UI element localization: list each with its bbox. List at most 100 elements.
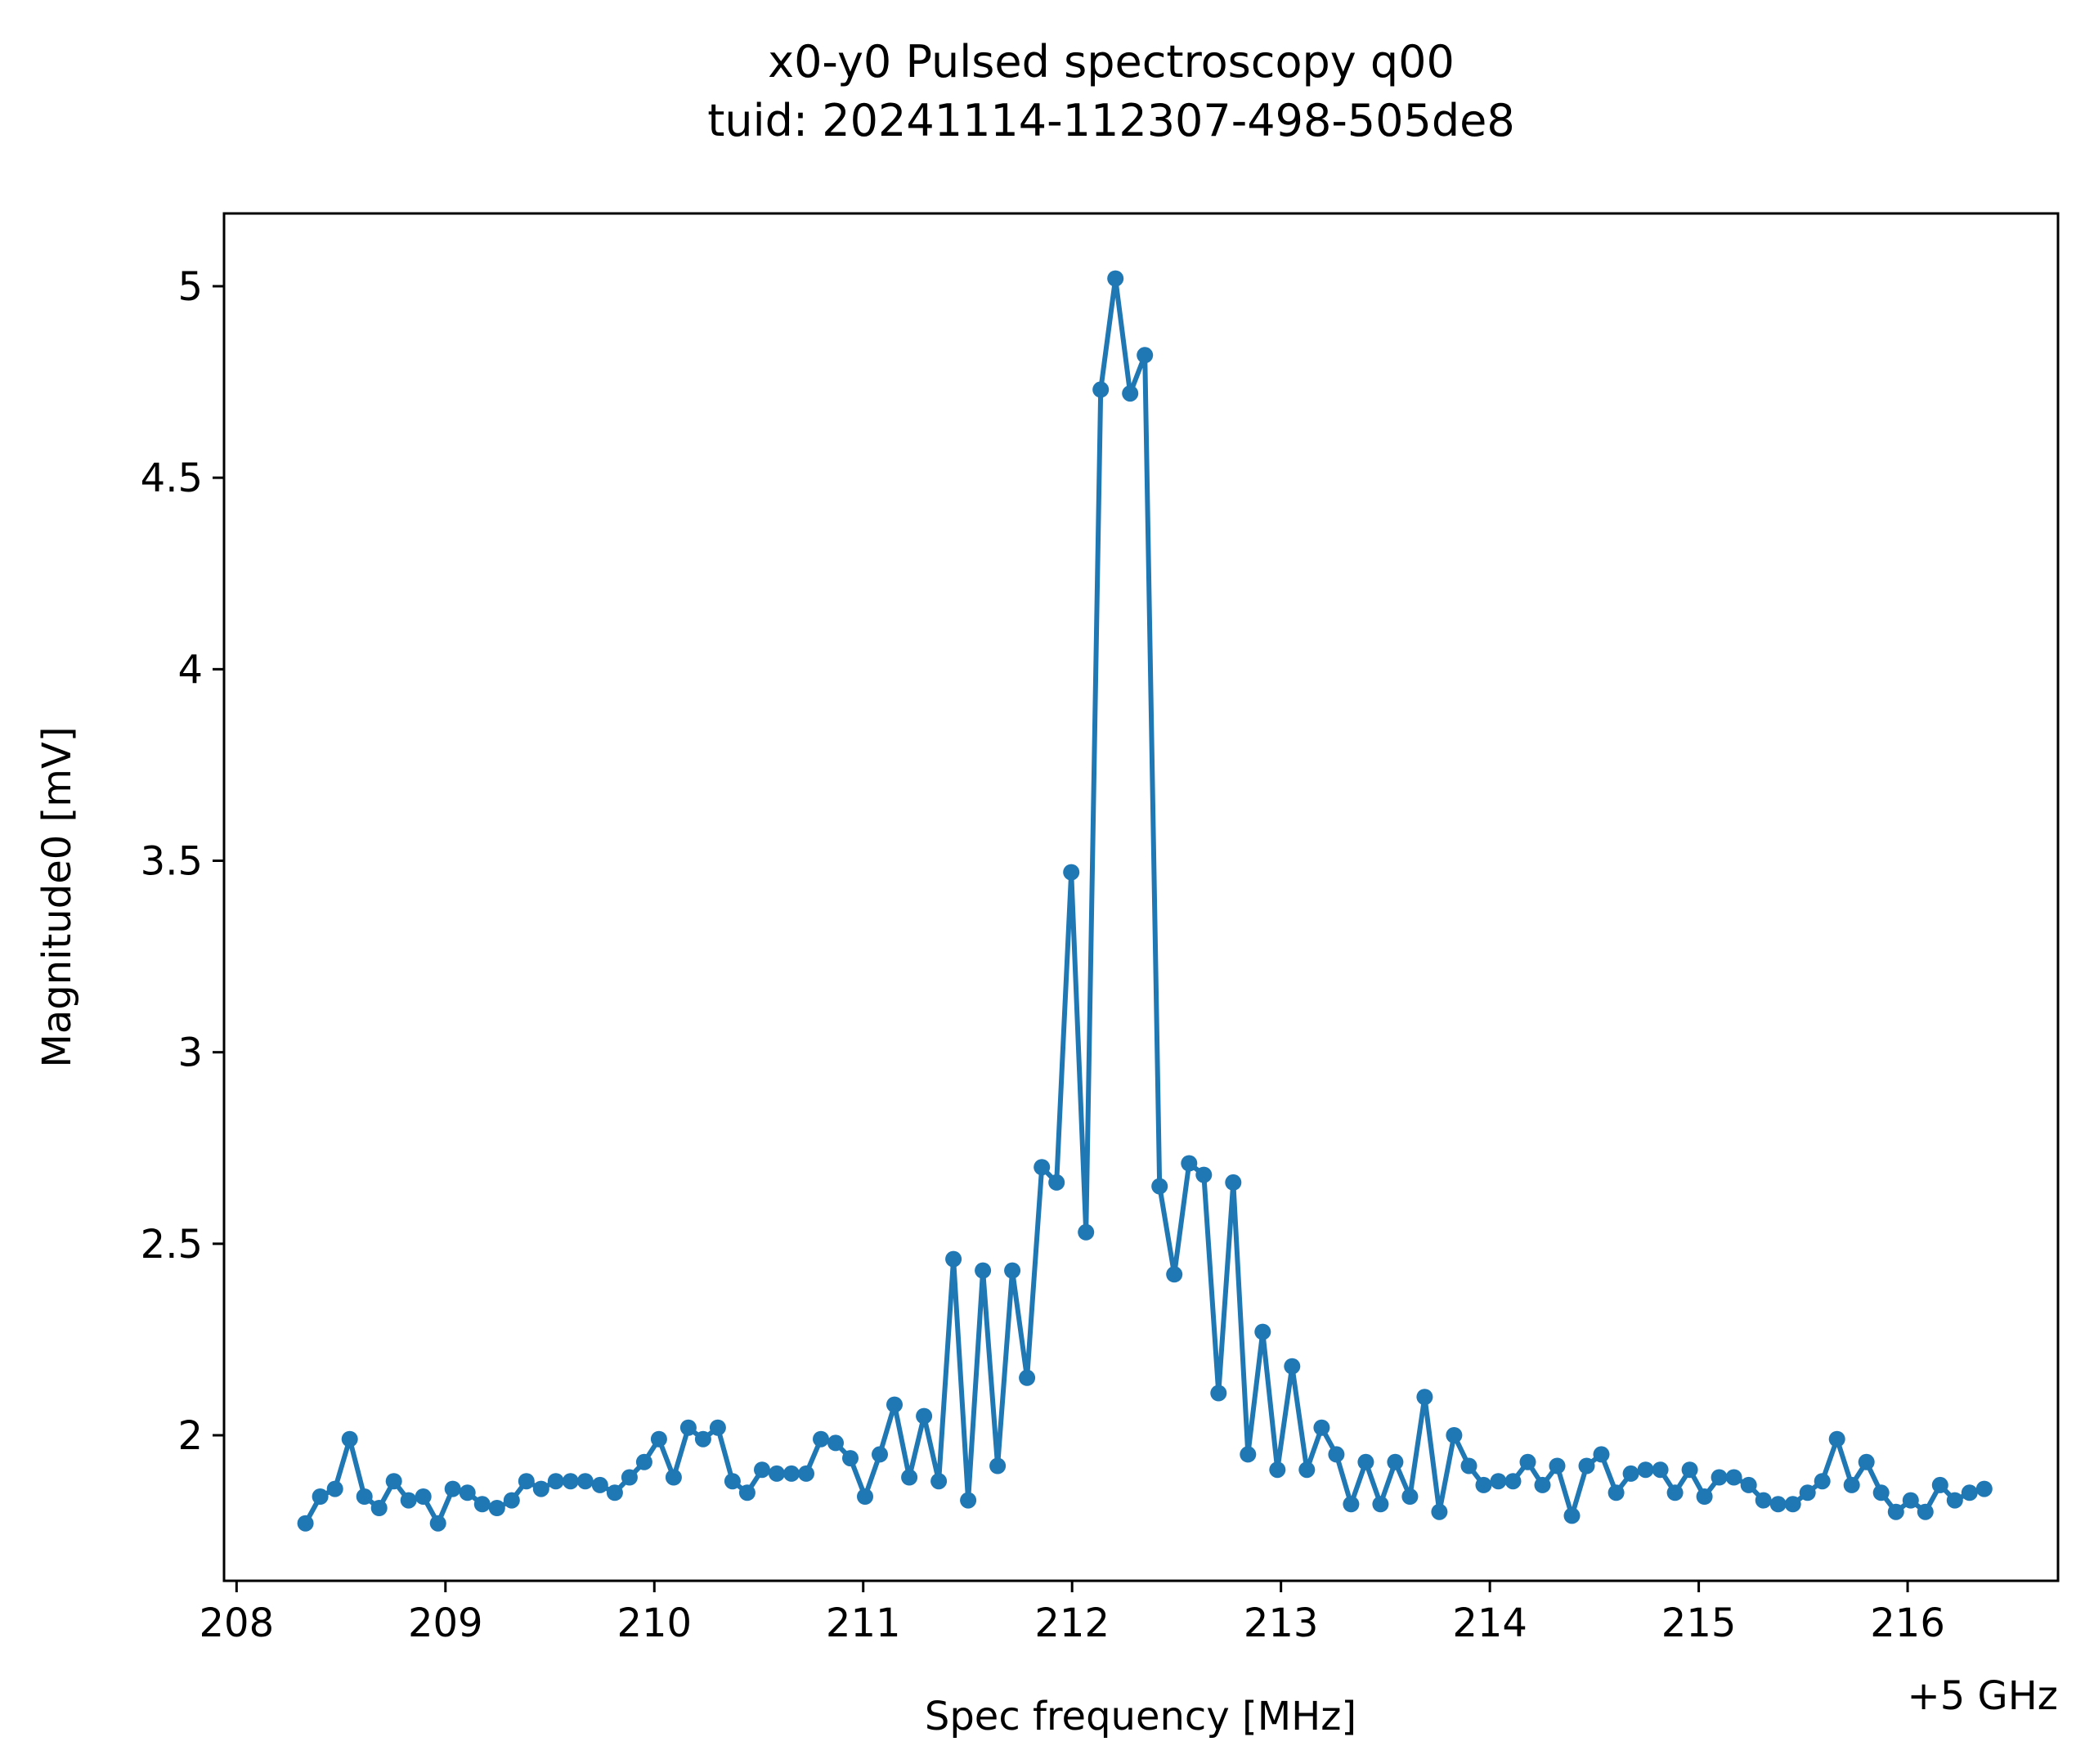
plot-frame [222,212,2060,1582]
data-point [532,1480,549,1497]
data-point [297,1515,314,1532]
data-point [1328,1446,1345,1463]
data-point [1637,1461,1654,1479]
data-point [1181,1155,1198,1172]
data-point [1696,1488,1713,1505]
chart-subtitle: tuid: 20241114-112307-498-505de8 [707,95,1514,146]
x-tick-label: 212 [1034,1600,1110,1646]
data-point [1313,1419,1330,1436]
data-point [1298,1461,1316,1479]
data-point [1048,1174,1065,1191]
y-axis-ticks: 2 2.5 3 3.5 4 4.5 5 [141,264,224,1459]
data-point [635,1453,652,1470]
data-point [1122,385,1139,402]
data-point [827,1434,844,1452]
data-point [886,1396,903,1413]
data-point [1504,1473,1522,1490]
data-point [1078,1223,1095,1241]
data-point [621,1469,638,1486]
x-axis-label: Spec frequency [MHz] [925,1694,1356,1739]
data-point [1166,1266,1183,1283]
data-point [724,1473,741,1490]
x-tick-label: 214 [1452,1600,1527,1646]
data-point [1092,381,1110,398]
data-point [1284,1358,1301,1375]
data-point [1549,1457,1566,1474]
y-axis-label: Magnitude0 [mV] [34,726,80,1067]
x-offset-label: +5 GHz [1908,1673,2059,1719]
data-point [916,1407,933,1425]
data-point [1254,1323,1271,1340]
data-point [459,1484,476,1501]
data-point [341,1430,358,1448]
data-point [606,1484,623,1501]
data-point [709,1419,726,1436]
data-point [444,1480,461,1497]
data-point [1387,1453,1404,1470]
data-point [1578,1457,1595,1474]
data-point [1784,1496,1801,1513]
data-point [1769,1496,1787,1513]
data-point [857,1488,873,1505]
data-point [400,1492,417,1509]
data-point [1652,1461,1669,1479]
data-point [1931,1476,1948,1493]
data-point [1711,1469,1728,1486]
data-point [1372,1496,1389,1513]
data-point [1475,1476,1492,1493]
data-point [1401,1488,1419,1505]
data-point [842,1450,859,1467]
data-point [679,1419,697,1436]
data-point [1004,1262,1021,1279]
data-point [1137,347,1154,364]
y-tick-label: 2.5 [141,1222,203,1268]
data-point [473,1496,491,1513]
data-point [1872,1484,1890,1501]
data-point [1622,1465,1639,1482]
data-point [326,1480,343,1497]
data-point [1534,1476,1551,1493]
data-point [1416,1389,1433,1406]
data-point [1917,1503,1934,1520]
data-point [1828,1430,1845,1448]
data-point [1858,1453,1875,1470]
data-point [783,1465,800,1482]
data-point [1210,1385,1227,1402]
x-tick-label: 216 [1870,1600,1945,1646]
data-point [960,1492,977,1509]
data-point [1607,1484,1625,1501]
data-point [576,1473,594,1490]
data-point [488,1500,505,1516]
x-tick-label: 211 [826,1600,901,1646]
x-tick-label: 209 [408,1600,483,1646]
data-point [813,1430,829,1448]
data-point [1490,1473,1507,1490]
data-point [1034,1159,1051,1176]
data-point [975,1262,992,1279]
data-point [356,1488,373,1505]
data-point [738,1484,756,1501]
y-tick-label: 5 [177,264,203,310]
x-tick-label: 215 [1661,1600,1737,1646]
data-point [1843,1476,1860,1493]
y-tick-label: 3.5 [141,839,203,885]
data-point [429,1515,446,1532]
data-point [1740,1476,1757,1493]
data-point [901,1469,918,1486]
data-point [872,1446,888,1463]
data-point [1887,1503,1904,1520]
x-tick-label: 208 [200,1600,275,1646]
data-point [312,1488,329,1505]
data-point [1225,1174,1242,1191]
data-point [518,1473,535,1490]
data-point [1814,1473,1831,1490]
data-point [562,1473,579,1490]
data-point [1195,1166,1213,1183]
data-point [415,1488,432,1505]
data-point [930,1473,948,1490]
data-point [1975,1480,1993,1497]
plot-content [297,270,1993,1532]
data-point [989,1457,1007,1474]
y-tick-label: 4.5 [141,456,203,501]
